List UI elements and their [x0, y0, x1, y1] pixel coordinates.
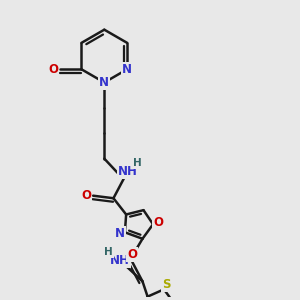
Text: O: O	[82, 189, 92, 202]
Text: N: N	[99, 76, 109, 89]
Text: N: N	[122, 63, 132, 76]
Text: H: H	[134, 158, 142, 168]
Text: NH: NH	[110, 254, 130, 267]
Text: O: O	[128, 248, 137, 261]
Text: H: H	[104, 248, 113, 257]
Text: O: O	[49, 63, 58, 76]
Text: S: S	[162, 278, 171, 291]
Text: N: N	[115, 227, 125, 240]
Text: O: O	[153, 216, 163, 229]
Text: NH: NH	[118, 165, 138, 178]
